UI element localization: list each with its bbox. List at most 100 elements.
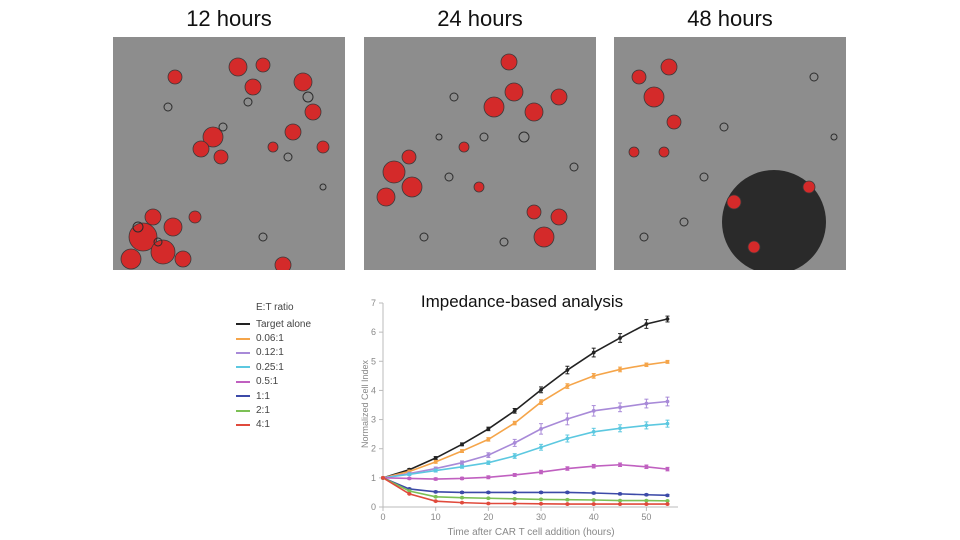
data-point xyxy=(486,475,491,480)
data-point xyxy=(565,436,570,441)
data-point xyxy=(539,490,543,495)
data-point xyxy=(618,367,622,372)
data-point xyxy=(486,490,491,495)
data-point xyxy=(665,498,670,503)
data-point xyxy=(665,317,670,321)
legend-label: 0.06:1 xyxy=(256,333,284,345)
legend-label: 0.25:1 xyxy=(256,361,284,373)
data-point xyxy=(665,421,670,426)
data-point xyxy=(591,408,596,413)
chart-legend: E:T ratio Target alone 0.06:1 0.12:1 0.25:1… xyxy=(236,302,311,432)
data-point xyxy=(618,336,622,340)
x-tick-label: 10 xyxy=(431,512,441,522)
data-point xyxy=(644,322,649,326)
data-point xyxy=(460,449,464,453)
data-point xyxy=(539,497,543,502)
data-point xyxy=(644,502,649,506)
x-tick-label: 0 xyxy=(380,512,385,522)
data-point xyxy=(565,368,570,372)
series-group xyxy=(381,475,670,506)
legend-swatch xyxy=(236,323,250,326)
legend-label: 2:1 xyxy=(256,405,270,417)
panel-title-24h: 24 hours xyxy=(437,6,523,31)
legend-swatch xyxy=(236,395,250,398)
data-point xyxy=(644,498,649,503)
data-point xyxy=(591,498,596,502)
legend-label: 4:1 xyxy=(256,419,270,431)
data-point xyxy=(644,423,649,428)
legend-swatch xyxy=(236,380,250,383)
data-point xyxy=(565,466,570,471)
data-point xyxy=(644,401,649,406)
data-point xyxy=(591,373,596,378)
data-point xyxy=(460,460,464,465)
legend-title: E:T ratio xyxy=(256,302,294,313)
data-point xyxy=(565,497,570,502)
data-point xyxy=(618,426,622,431)
data-point xyxy=(665,359,670,364)
series-line xyxy=(382,422,668,479)
panel-title-48h: 48 hours xyxy=(687,6,773,31)
data-point xyxy=(591,350,596,355)
data-point xyxy=(486,426,491,431)
data-point xyxy=(486,460,491,465)
y-tick-label: 6 xyxy=(371,327,376,337)
legend-swatch xyxy=(236,409,250,412)
data-point xyxy=(591,429,596,434)
series-line xyxy=(382,463,668,480)
data-point xyxy=(460,464,464,469)
x-tick-label: 40 xyxy=(589,512,599,522)
series-line xyxy=(382,477,668,505)
data-point xyxy=(618,498,622,503)
data-point xyxy=(407,472,412,477)
y-tick-label: 4 xyxy=(371,385,376,395)
data-point xyxy=(486,496,491,501)
legend-swatch xyxy=(236,337,250,340)
y-tick-label: 0 xyxy=(371,502,376,512)
legend-swatch xyxy=(236,366,250,369)
data-point xyxy=(539,387,543,392)
data-point xyxy=(618,405,622,410)
data-point xyxy=(665,399,670,404)
data-point xyxy=(512,501,517,506)
series-line xyxy=(382,477,668,502)
data-point xyxy=(486,453,491,458)
y-tick-label: 5 xyxy=(371,356,376,366)
data-point xyxy=(433,499,438,504)
data-point xyxy=(381,475,385,480)
x-axis-label: Time after CAR T cell addition (hours) xyxy=(447,527,614,538)
legend-label: Target alone xyxy=(256,318,312,330)
data-point xyxy=(407,476,412,481)
data-point xyxy=(591,464,596,469)
legend-label: 0.12:1 xyxy=(256,347,284,359)
panel-title-12h: 12 hours xyxy=(186,6,272,31)
legend-item: 0.12:1 xyxy=(236,346,311,360)
data-point xyxy=(512,496,517,501)
data-point xyxy=(460,476,464,481)
data-point xyxy=(565,490,570,495)
legend-item: 0.06:1 xyxy=(236,331,311,345)
legend-swatch xyxy=(236,423,250,426)
data-point xyxy=(460,500,464,505)
data-point xyxy=(565,502,570,506)
y-axis-label: Normalized Cell Index xyxy=(360,359,370,448)
legend-item: Target alone xyxy=(236,317,311,331)
data-point xyxy=(433,459,438,464)
data-point xyxy=(618,491,622,496)
data-point xyxy=(644,464,649,469)
x-tick-label: 20 xyxy=(483,512,493,522)
data-point xyxy=(460,490,464,495)
data-point xyxy=(618,502,622,506)
data-point xyxy=(665,493,670,498)
series-line xyxy=(382,318,668,479)
data-point xyxy=(512,408,517,413)
series-line xyxy=(382,361,668,479)
y-tick-label: 3 xyxy=(371,415,376,425)
data-point xyxy=(539,501,543,506)
data-point xyxy=(486,437,491,442)
data-point xyxy=(407,491,412,496)
data-point xyxy=(433,477,438,481)
series-group xyxy=(381,359,670,480)
data-point xyxy=(565,384,570,388)
legend-item: 0.25:1 xyxy=(236,360,311,374)
